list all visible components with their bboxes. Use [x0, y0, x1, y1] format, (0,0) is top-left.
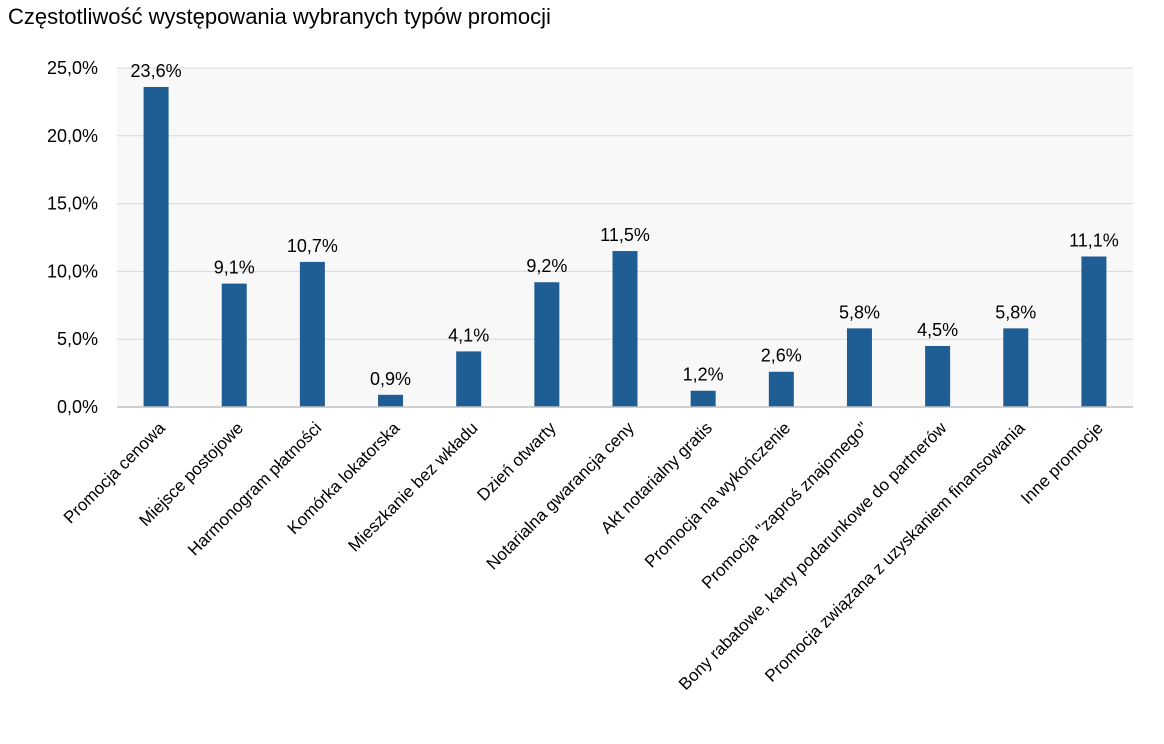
- y-tick-label: 20,0%: [47, 126, 98, 146]
- x-tick-label: Bony rabatowe, karty podarunkowe do part…: [675, 418, 951, 694]
- y-axis: 0,0% 5,0% 10,0% 15,0% 20,0% 25,0%: [47, 58, 98, 417]
- x-tick-label: Harmonogram płatności: [184, 418, 325, 559]
- data-label: 23,6%: [131, 61, 182, 81]
- bar: [1003, 328, 1029, 407]
- bar: [143, 86, 169, 407]
- bar: [456, 351, 482, 407]
- bar: [221, 283, 247, 407]
- bar: [846, 328, 872, 407]
- data-label: 10,7%: [287, 236, 338, 256]
- chart-title: Częstotliwość występowania wybranych typ…: [8, 4, 551, 29]
- data-label: 9,1%: [214, 258, 255, 278]
- data-label: 4,1%: [448, 325, 489, 345]
- data-label: 11,1%: [1069, 230, 1119, 250]
- bar: [1081, 256, 1107, 407]
- x-tick-label: Promocja "zaproś znajomego": [698, 418, 872, 592]
- data-label: 5,8%: [839, 302, 880, 322]
- bar: [378, 394, 404, 407]
- bar: [768, 371, 794, 407]
- bar: [690, 390, 716, 407]
- bars: [143, 86, 1107, 407]
- x-tick-label: Promocja na wykończenie: [641, 418, 794, 571]
- x-tick-label: Dzień otwarty: [473, 418, 560, 505]
- bar: [299, 261, 325, 407]
- data-label: 1,2%: [683, 365, 724, 385]
- y-tick-label: 0,0%: [57, 397, 98, 417]
- bar: [612, 251, 638, 407]
- data-label: 4,5%: [917, 320, 958, 340]
- x-tick-label: Notarialna gwarancja ceny: [483, 418, 638, 573]
- y-tick-label: 5,0%: [57, 329, 98, 349]
- data-label: 0,9%: [370, 369, 411, 389]
- data-labels: 23,6% 9,1% 10,7% 0,9% 4,1% 9,2% 11,5% 1,2% 2,6% 5…: [131, 61, 1119, 389]
- y-tick-label: 10,0%: [47, 261, 98, 281]
- x-tick-label: Inne promocje: [1017, 418, 1107, 508]
- data-label: 5,8%: [995, 302, 1036, 322]
- y-tick-label: 25,0%: [47, 58, 98, 78]
- x-tick-label: Promocja związana z uzyskaniem finansowa…: [761, 418, 1029, 686]
- data-label: 2,6%: [761, 346, 802, 366]
- data-label: 9,2%: [526, 256, 567, 276]
- y-tick-label: 15,0%: [47, 194, 98, 214]
- x-tick-label: Mieszkanie bez wkładu: [344, 418, 481, 555]
- bar: [534, 282, 560, 407]
- bar: [925, 345, 951, 407]
- data-label: 11,5%: [600, 225, 650, 245]
